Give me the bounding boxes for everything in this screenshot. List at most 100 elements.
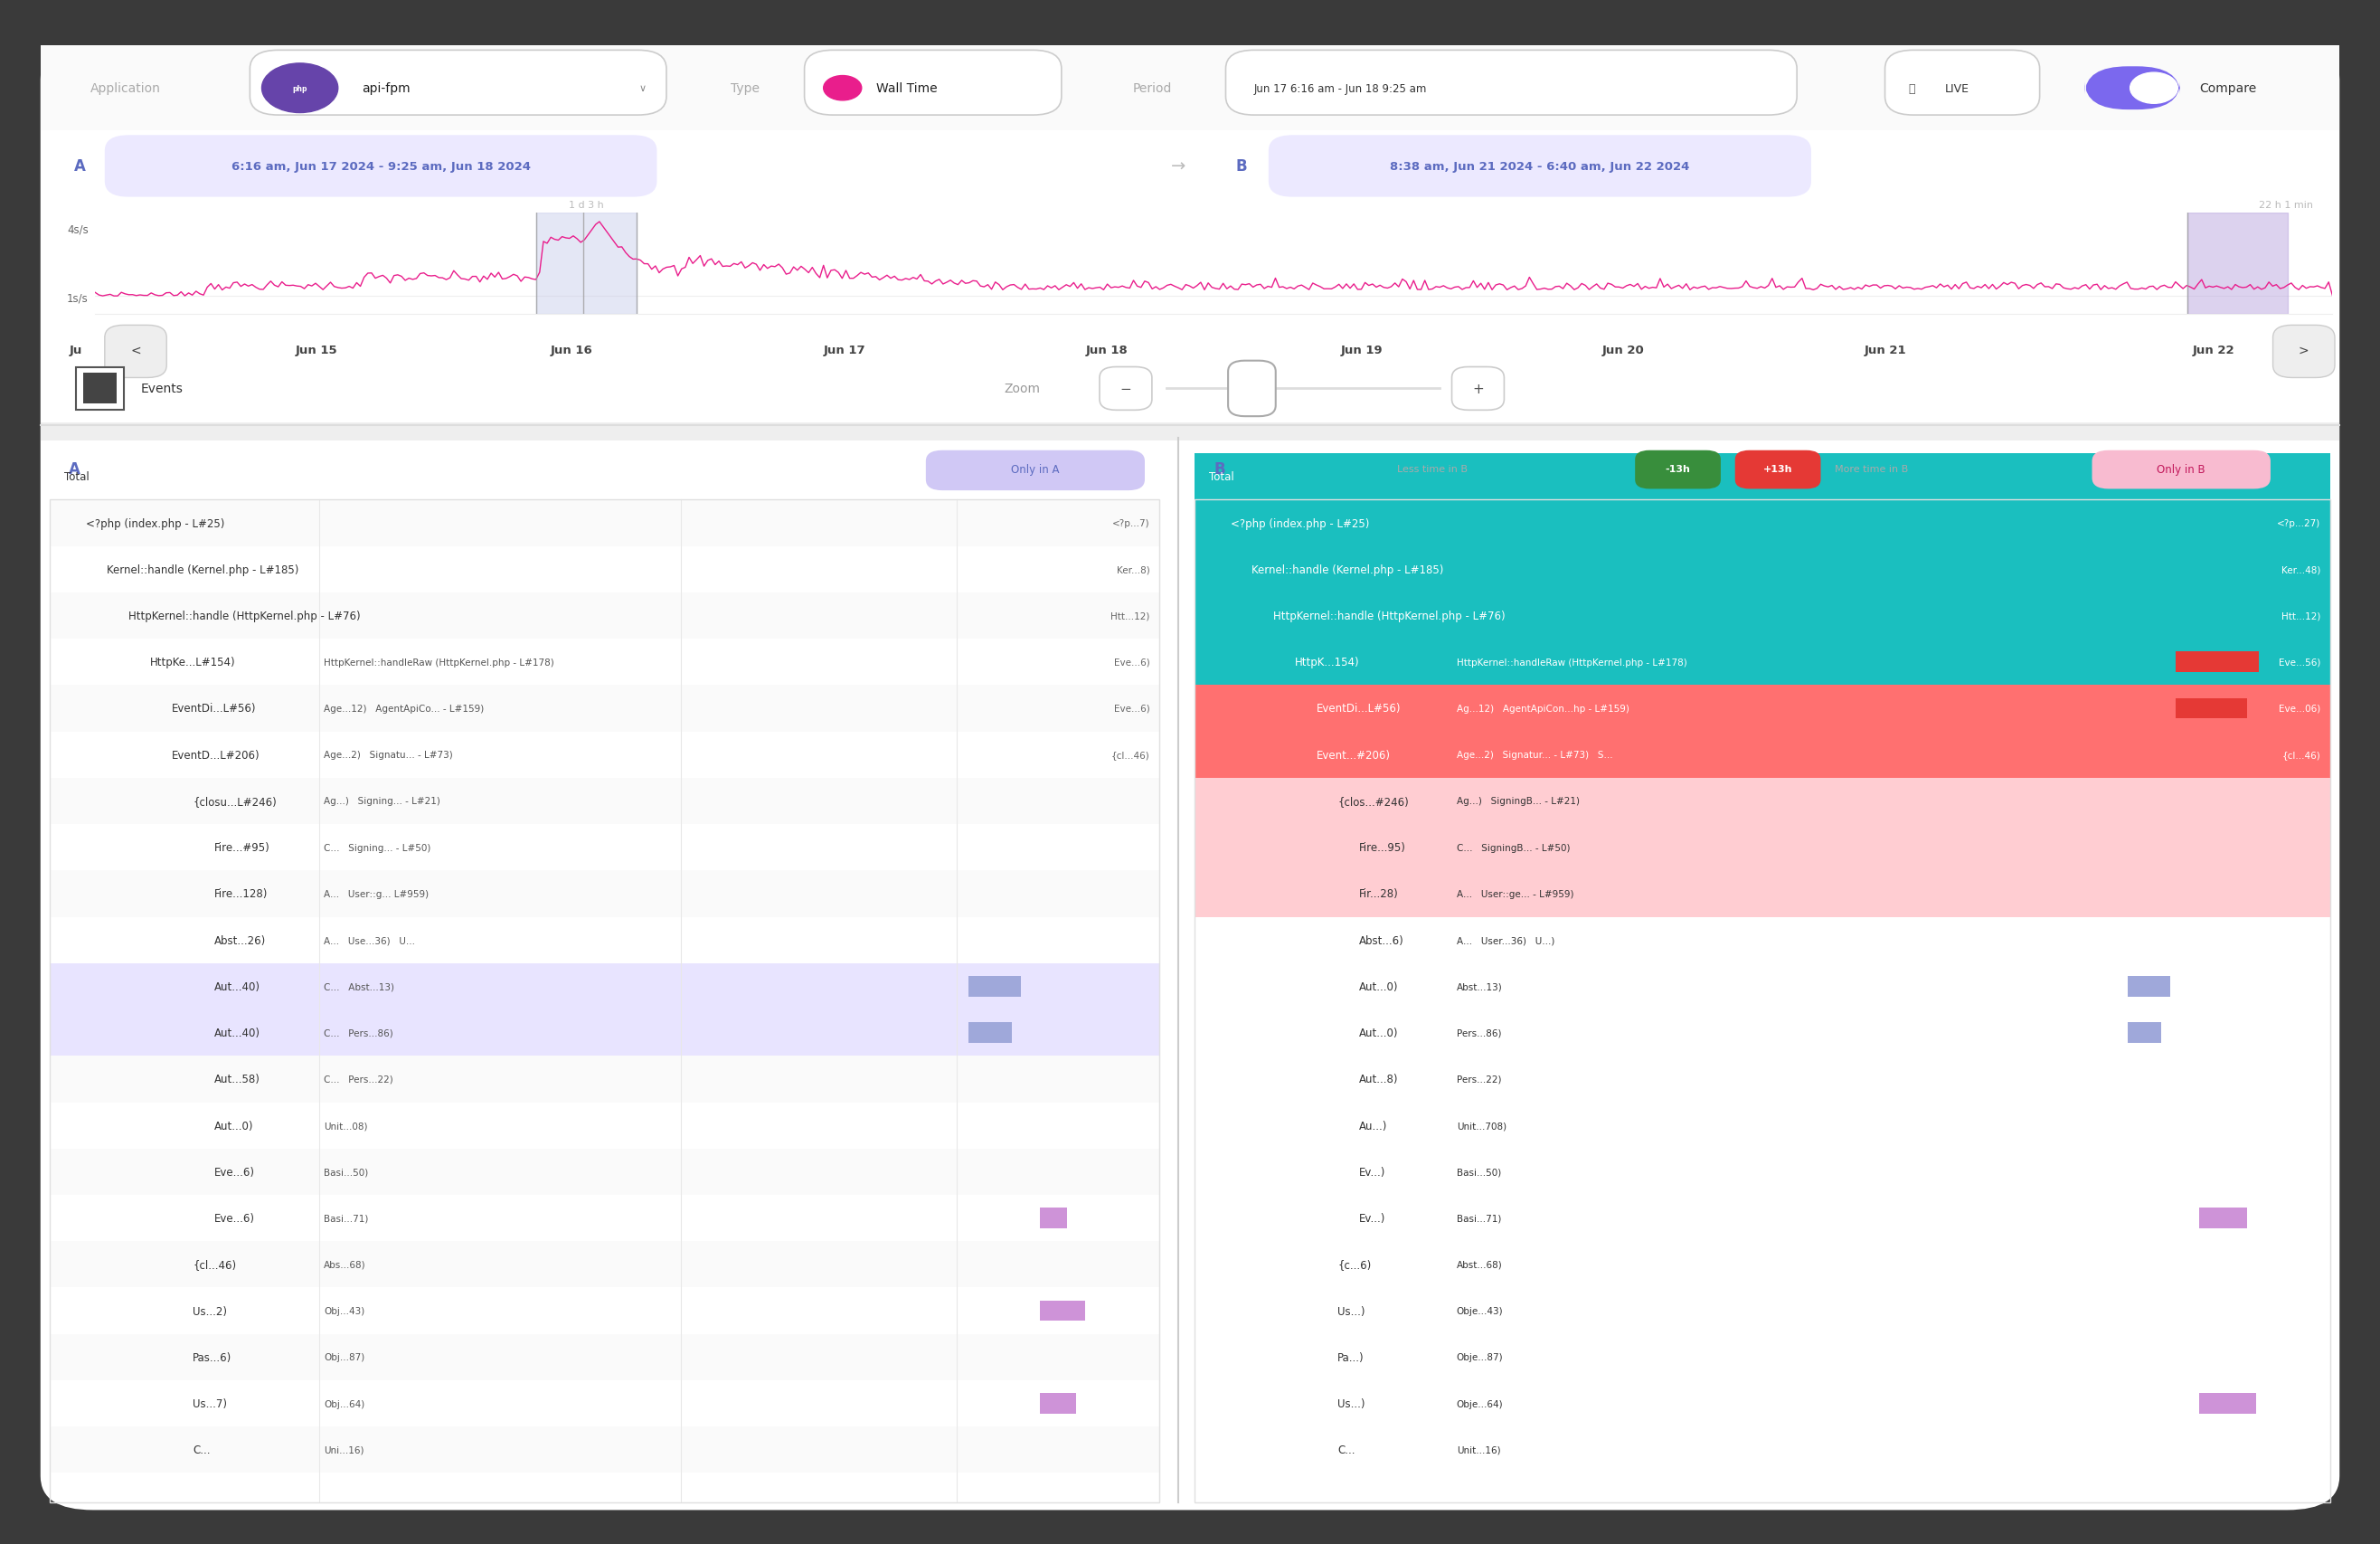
Text: Uni...16): Uni...16) <box>324 1445 364 1454</box>
Text: Eve...6): Eve...6) <box>1114 704 1150 713</box>
FancyBboxPatch shape <box>250 51 666 116</box>
Text: Eve...56): Eve...56) <box>2278 658 2321 667</box>
Text: {cl...46): {cl...46) <box>193 1258 236 1271</box>
Bar <box>2128 976 2171 997</box>
Text: 1 d 3 h: 1 d 3 h <box>569 201 605 210</box>
Text: Aut...58): Aut...58) <box>214 1073 259 1085</box>
Text: Age...2)   Signatur... - L#73)   S...: Age...2) Signatur... - L#73) S... <box>1457 750 1614 760</box>
Text: A...   User::g... L#959): A... User::g... L#959) <box>324 889 428 899</box>
Bar <box>1195 917 2330 963</box>
Text: php: php <box>293 85 307 93</box>
Text: -13h: -13h <box>1666 465 1690 474</box>
Bar <box>50 963 1159 1010</box>
Text: Basi...71): Basi...71) <box>1457 1214 1502 1223</box>
Bar <box>50 639 1159 686</box>
Text: −: − <box>1121 383 1130 395</box>
Text: Ev...): Ev...) <box>1359 1212 1385 1224</box>
Bar <box>50 778 1159 824</box>
Text: Us...): Us...) <box>1338 1305 1366 1317</box>
Bar <box>1040 1393 1076 1414</box>
Text: HttpKe...L#154): HttpKe...L#154) <box>150 656 236 669</box>
Text: Eve...6): Eve...6) <box>214 1166 255 1178</box>
Text: Eve...6): Eve...6) <box>214 1212 255 1224</box>
Text: Eve...6): Eve...6) <box>1114 658 1150 667</box>
FancyBboxPatch shape <box>40 46 2340 1510</box>
Bar <box>50 1195 1159 1241</box>
Text: {cl...46): {cl...46) <box>1111 750 1150 760</box>
Text: Period: Period <box>1133 82 1171 96</box>
Text: <: < <box>131 344 140 357</box>
Text: Age...2)   Signatu... - L#73): Age...2) Signatu... - L#73) <box>324 750 452 760</box>
Text: {clos...#246): {clos...#246) <box>1338 795 1409 808</box>
Text: Htt...12): Htt...12) <box>1111 611 1150 621</box>
Bar <box>1040 1207 1066 1229</box>
Text: HttpKernel::handle (HttpKernel.php - L#76): HttpKernel::handle (HttpKernel.php - L#7… <box>129 610 362 622</box>
Text: B: B <box>1214 462 1226 477</box>
FancyBboxPatch shape <box>1269 136 1811 198</box>
Text: Obje...64): Obje...64) <box>1457 1399 1504 1408</box>
Bar <box>1195 1334 2330 1380</box>
Text: HttpK...154): HttpK...154) <box>1295 656 1359 669</box>
Text: HttpKernel::handleRaw (HttpKernel.php - L#178): HttpKernel::handleRaw (HttpKernel.php - … <box>324 658 555 667</box>
Text: Pers...86): Pers...86) <box>1457 1028 1502 1038</box>
Bar <box>1195 454 2330 500</box>
Text: HttpKernel::handleRaw (HttpKernel.php - L#178): HttpKernel::handleRaw (HttpKernel.php - … <box>1457 658 1687 667</box>
Text: Kernel::handle (Kernel.php - L#185): Kernel::handle (Kernel.php - L#185) <box>107 564 300 576</box>
Text: C...: C... <box>193 1444 209 1456</box>
Text: EventDi...L#56): EventDi...L#56) <box>171 703 257 715</box>
Text: Ev...): Ev...) <box>1359 1166 1385 1178</box>
Text: Jun 20: Jun 20 <box>1602 344 1645 357</box>
Text: Jun 18: Jun 18 <box>1085 344 1128 357</box>
Text: <?p...27): <?p...27) <box>2278 519 2321 528</box>
Text: Pas...6): Pas...6) <box>193 1351 231 1363</box>
Bar <box>2187 213 2287 315</box>
Text: A...   Use...36)   U...: A... Use...36) U... <box>324 936 414 945</box>
Text: Ker...48): Ker...48) <box>2282 565 2320 574</box>
Text: EventD...L#206): EventD...L#206) <box>171 749 259 761</box>
FancyBboxPatch shape <box>1228 361 1276 417</box>
Text: More time in B: More time in B <box>1835 465 1909 474</box>
Text: Total: Total <box>64 471 90 483</box>
Bar <box>1195 500 2330 1502</box>
Bar <box>1195 1102 2330 1149</box>
Bar <box>50 1427 1159 1473</box>
Text: Aut...8): Aut...8) <box>1359 1073 1399 1085</box>
Text: Jun 21: Jun 21 <box>1864 344 1906 357</box>
Bar <box>969 976 1021 997</box>
Text: Zoom: Zoom <box>1004 383 1040 395</box>
Text: Jun 16: Jun 16 <box>550 344 593 357</box>
FancyBboxPatch shape <box>105 326 167 378</box>
Text: Jun 17 6:16 am - Jun 18 9:25 am: Jun 17 6:16 am - Jun 18 9:25 am <box>1254 83 1428 94</box>
Text: C...   Abst...13): C... Abst...13) <box>324 982 395 991</box>
FancyBboxPatch shape <box>2092 451 2271 489</box>
Bar <box>50 871 1159 917</box>
Bar <box>50 500 1159 547</box>
Bar <box>2175 652 2259 673</box>
Bar <box>1195 686 2330 732</box>
Bar <box>76 367 124 411</box>
FancyBboxPatch shape <box>105 136 657 198</box>
Text: api-fpm: api-fpm <box>362 82 409 96</box>
Text: {closu...L#246): {closu...L#246) <box>193 795 276 808</box>
Bar <box>1195 1056 2330 1102</box>
Text: Fire...#95): Fire...#95) <box>214 841 269 854</box>
Text: Us...): Us...) <box>1338 1397 1366 1410</box>
Bar <box>40 423 2340 442</box>
Text: Obj...64): Obj...64) <box>324 1399 364 1408</box>
Text: Jun 17: Jun 17 <box>823 344 866 357</box>
Text: Obj...43): Obj...43) <box>324 1306 364 1315</box>
Text: Aut...0): Aut...0) <box>1359 1027 1399 1039</box>
Bar <box>1195 547 2330 593</box>
Text: Abs...68): Abs...68) <box>324 1260 367 1269</box>
Bar <box>1195 963 2330 1010</box>
Text: HttpKernel::handle (HttpKernel.php - L#76): HttpKernel::handle (HttpKernel.php - L#7… <box>1273 610 1507 622</box>
Bar <box>2199 1207 2247 1229</box>
Bar <box>50 500 1159 1502</box>
Text: Aut...40): Aut...40) <box>214 980 259 993</box>
Text: C...   Pers...22): C... Pers...22) <box>324 1075 393 1084</box>
Bar <box>50 454 1159 500</box>
Text: Abst...13): Abst...13) <box>1457 982 1502 991</box>
FancyBboxPatch shape <box>2273 326 2335 378</box>
Text: Aut...0): Aut...0) <box>1359 980 1399 993</box>
Text: A: A <box>69 462 81 477</box>
